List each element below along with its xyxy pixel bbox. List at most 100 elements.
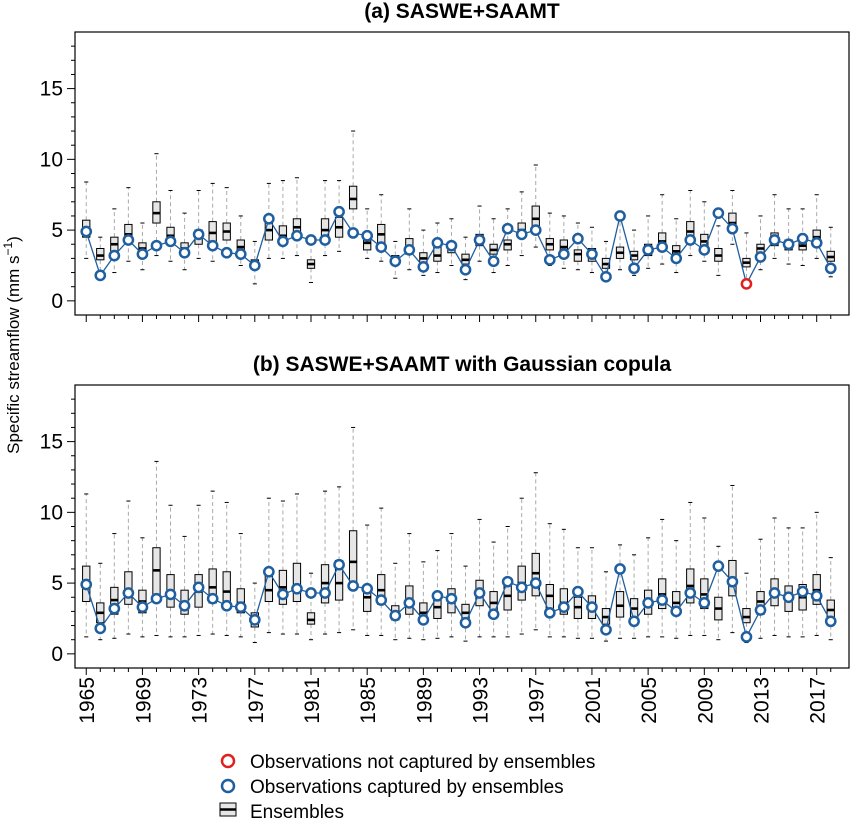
observation-captured bbox=[656, 594, 669, 606]
observation-captured bbox=[557, 248, 570, 261]
ensemble-box bbox=[124, 187, 133, 262]
ensemble-box bbox=[433, 550, 442, 639]
observation-captured bbox=[557, 601, 570, 614]
ensemble-box bbox=[405, 533, 414, 639]
observation-captured bbox=[347, 580, 359, 592]
observation-captured bbox=[740, 631, 753, 643]
observation-captured bbox=[501, 222, 514, 235]
y-tick-label: 10 bbox=[40, 501, 63, 524]
ensemble-box bbox=[194, 504, 203, 636]
observation-captured bbox=[712, 560, 725, 572]
ensemble-box bbox=[152, 153, 161, 257]
iqr-box bbox=[348, 530, 358, 588]
observation-captured bbox=[445, 592, 458, 605]
observation-captured bbox=[768, 234, 781, 246]
ensemble-box bbox=[348, 426, 358, 631]
x-tick-label: 2005 bbox=[638, 677, 661, 724]
iqr-box bbox=[615, 591, 625, 618]
observation-captured bbox=[164, 235, 177, 248]
observation-captured bbox=[291, 582, 303, 595]
ensemble-box bbox=[728, 484, 737, 634]
panel-b-y-axis: 0 5 10 15 bbox=[40, 398, 75, 666]
observation-captured bbox=[333, 558, 345, 571]
x-tick-label: 1989 bbox=[413, 677, 436, 724]
observation-captured bbox=[122, 234, 135, 246]
ensemble-box bbox=[208, 490, 217, 635]
ensemble-box bbox=[264, 497, 274, 634]
observation-captured bbox=[586, 248, 598, 261]
observation-captured bbox=[754, 604, 767, 616]
observation-captured bbox=[768, 587, 781, 599]
ensemble-box bbox=[82, 181, 91, 259]
ensemble-box bbox=[306, 243, 316, 283]
ensemble-box bbox=[686, 501, 695, 636]
ensemble-box bbox=[517, 191, 526, 257]
observation-captured bbox=[543, 253, 556, 266]
observation-captured bbox=[726, 222, 739, 235]
ensemble-box bbox=[363, 524, 372, 636]
observation-captured bbox=[628, 615, 640, 628]
observation-captured bbox=[824, 615, 837, 628]
observation-captured bbox=[529, 577, 542, 589]
observation-captured bbox=[515, 228, 528, 241]
ensemble-box bbox=[615, 544, 625, 639]
observation-captured bbox=[80, 578, 93, 591]
observation-captured bbox=[192, 228, 205, 241]
observation-captured bbox=[684, 587, 697, 599]
observation-captured bbox=[164, 588, 177, 601]
observation-captured bbox=[403, 597, 416, 609]
ensemble-box bbox=[292, 177, 302, 257]
panel-b-x-axis bbox=[85, 668, 832, 675]
iqr-box bbox=[96, 247, 105, 261]
ensemble-box bbox=[292, 493, 302, 635]
ensemble-box bbox=[742, 232, 751, 281]
observation-captured bbox=[431, 236, 444, 249]
ensemble-box bbox=[658, 194, 667, 265]
observation-captured bbox=[529, 224, 542, 236]
ensemble-box bbox=[82, 493, 91, 638]
ensemble-box bbox=[475, 518, 484, 638]
iqr-box bbox=[573, 249, 583, 262]
observation-captured bbox=[684, 234, 697, 246]
y-axis-label: Specific streamflow (mm s−1) bbox=[1, 236, 23, 454]
panel-a: (a) SASWE+SAAMT 0 5 10 15 bbox=[40, 0, 850, 322]
ensemble-box bbox=[447, 533, 456, 638]
observation-captured bbox=[178, 246, 191, 259]
iqr-box bbox=[306, 612, 316, 625]
ensemble-box bbox=[559, 215, 568, 269]
ensemble-box bbox=[826, 557, 835, 641]
ensemble-box bbox=[700, 517, 709, 636]
observation-captured bbox=[810, 589, 823, 602]
y-tick-label: 0 bbox=[51, 290, 63, 313]
observation-captured bbox=[389, 609, 402, 622]
ensemble-box bbox=[531, 472, 540, 631]
ensemble-box bbox=[770, 517, 779, 636]
ensemble-box bbox=[812, 511, 821, 636]
observation-captured bbox=[473, 587, 486, 599]
x-tick-label: 1997 bbox=[526, 677, 549, 724]
panel-a-boxes bbox=[82, 130, 835, 285]
panel-b-observations bbox=[80, 558, 837, 643]
x-tick-label: 1965 bbox=[76, 677, 99, 724]
ensemble-box bbox=[643, 537, 653, 638]
observation-captured bbox=[403, 244, 416, 256]
observation-captured bbox=[487, 608, 500, 621]
observation-captured bbox=[234, 248, 247, 261]
observation-captured bbox=[431, 589, 444, 602]
observation-captured bbox=[277, 235, 289, 248]
x-tick-label: 2001 bbox=[582, 677, 605, 724]
observation-captured bbox=[136, 248, 149, 261]
observation-captured bbox=[389, 255, 402, 268]
x-tick-label: 2009 bbox=[694, 677, 717, 724]
ensemble-box bbox=[320, 490, 330, 635]
observation-captured bbox=[487, 255, 500, 268]
legend-ensemble-marker bbox=[219, 802, 237, 817]
observation-captured bbox=[796, 585, 809, 598]
observation-captured bbox=[248, 259, 261, 272]
ensemble-box bbox=[152, 460, 161, 636]
observation-captured bbox=[305, 587, 317, 599]
observation-captured bbox=[614, 563, 626, 575]
observation-captured bbox=[459, 263, 472, 276]
observation-captured bbox=[178, 599, 191, 612]
observation-captured bbox=[754, 251, 767, 263]
